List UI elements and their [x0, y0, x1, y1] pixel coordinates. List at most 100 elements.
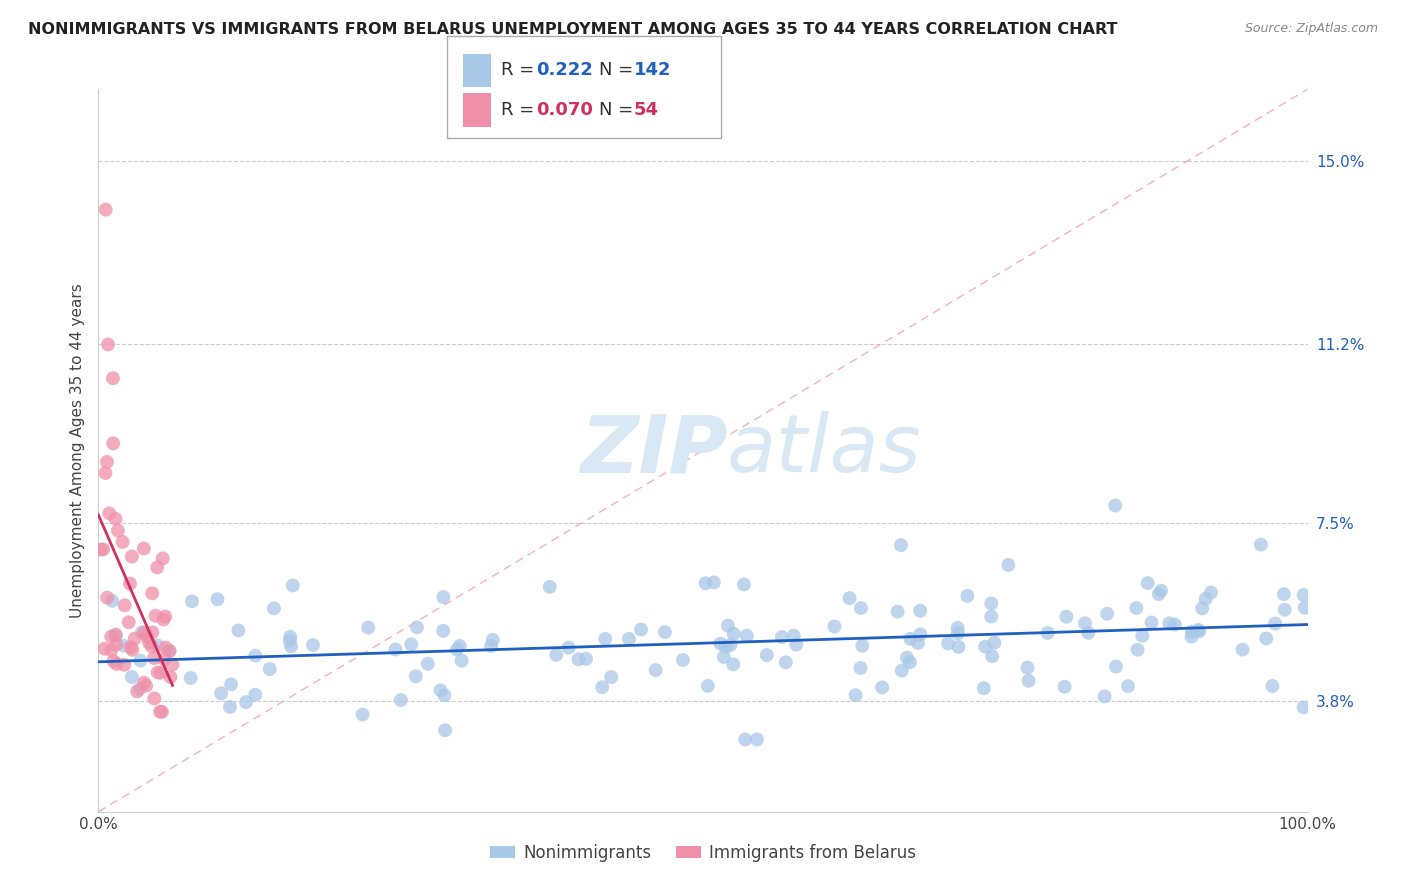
- Point: [280, 640, 302, 654]
- Point: [1199, 585, 1222, 599]
- Point: [823, 619, 845, 633]
- Text: Source: ZipAtlas.com: Source: ZipAtlas.com: [1244, 22, 1378, 36]
- Text: NONIMMIGRANTS VS IMMIGRANTS FROM BELARUS UNEMPLOYMENT AMONG AGES 35 TO 44 YEARS : NONIMMIGRANTS VS IMMIGRANTS FROM BELARUS…: [28, 22, 1118, 37]
- Point: [770, 630, 793, 644]
- Point: [575, 652, 598, 666]
- Point: [155, 640, 177, 655]
- Point: [112, 639, 135, 653]
- Point: [101, 371, 124, 385]
- Point: [538, 580, 561, 594]
- Point: [1104, 499, 1126, 513]
- Point: [695, 576, 717, 591]
- Point: [1274, 603, 1296, 617]
- Point: [153, 609, 176, 624]
- Point: [980, 609, 1002, 624]
- Point: [1105, 659, 1128, 673]
- Point: [143, 691, 166, 706]
- Point: [1264, 616, 1286, 631]
- Text: R =: R =: [501, 62, 540, 79]
- Point: [416, 657, 439, 671]
- Point: [401, 637, 423, 651]
- Point: [703, 575, 725, 590]
- Point: [973, 681, 995, 696]
- Point: [617, 632, 640, 646]
- Point: [432, 624, 454, 638]
- Point: [600, 670, 623, 684]
- Point: [149, 705, 172, 719]
- Point: [755, 648, 778, 662]
- Point: [146, 665, 169, 680]
- Point: [103, 436, 125, 450]
- Point: [357, 621, 380, 635]
- Point: [735, 629, 758, 643]
- Point: [838, 591, 860, 606]
- Point: [1292, 700, 1315, 714]
- Point: [479, 639, 502, 653]
- Point: [849, 661, 872, 675]
- Point: [145, 608, 167, 623]
- Point: [120, 640, 142, 654]
- Point: [143, 651, 166, 665]
- Point: [783, 629, 806, 643]
- Point: [209, 686, 232, 700]
- Text: N =: N =: [599, 62, 638, 79]
- Point: [141, 625, 163, 640]
- Point: [228, 624, 250, 638]
- Point: [121, 642, 143, 657]
- Point: [449, 639, 471, 653]
- Point: [1130, 629, 1153, 643]
- Point: [207, 592, 229, 607]
- Point: [849, 601, 872, 615]
- Point: [149, 665, 172, 680]
- Point: [101, 594, 124, 608]
- Point: [281, 578, 304, 592]
- Point: [136, 630, 159, 644]
- Point: [98, 507, 121, 521]
- Point: [654, 625, 676, 640]
- Point: [141, 640, 163, 654]
- Legend: Nonimmigrants, Immigrants from Belarus: Nonimmigrants, Immigrants from Belarus: [482, 837, 924, 869]
- Point: [132, 675, 155, 690]
- Point: [785, 638, 807, 652]
- Point: [138, 635, 160, 649]
- Point: [718, 638, 741, 652]
- Point: [733, 577, 755, 591]
- Point: [152, 613, 174, 627]
- Point: [162, 657, 184, 672]
- Text: ZIP: ZIP: [579, 411, 727, 490]
- Point: [259, 662, 281, 676]
- Point: [278, 634, 301, 648]
- Point: [482, 632, 505, 647]
- Point: [1095, 607, 1118, 621]
- Point: [235, 695, 257, 709]
- Point: [980, 597, 1002, 611]
- Point: [446, 642, 468, 657]
- Point: [159, 644, 181, 658]
- Point: [845, 688, 868, 702]
- Point: [745, 732, 768, 747]
- Point: [1292, 588, 1315, 602]
- Point: [429, 683, 451, 698]
- Point: [94, 202, 117, 217]
- Point: [1018, 673, 1040, 688]
- Point: [245, 688, 267, 702]
- Point: [146, 560, 169, 574]
- Point: [129, 654, 152, 668]
- Point: [1017, 661, 1039, 675]
- Point: [1164, 617, 1187, 632]
- Point: [1125, 601, 1147, 615]
- Point: [128, 681, 150, 696]
- Point: [1232, 642, 1254, 657]
- Point: [105, 638, 128, 652]
- Point: [150, 705, 173, 719]
- Point: [97, 337, 120, 351]
- Point: [948, 640, 970, 654]
- Point: [121, 670, 143, 684]
- Point: [91, 542, 114, 557]
- Point: [263, 601, 285, 615]
- Point: [1077, 625, 1099, 640]
- Point: [775, 655, 797, 669]
- Point: [124, 632, 146, 646]
- Point: [696, 679, 718, 693]
- Point: [352, 707, 374, 722]
